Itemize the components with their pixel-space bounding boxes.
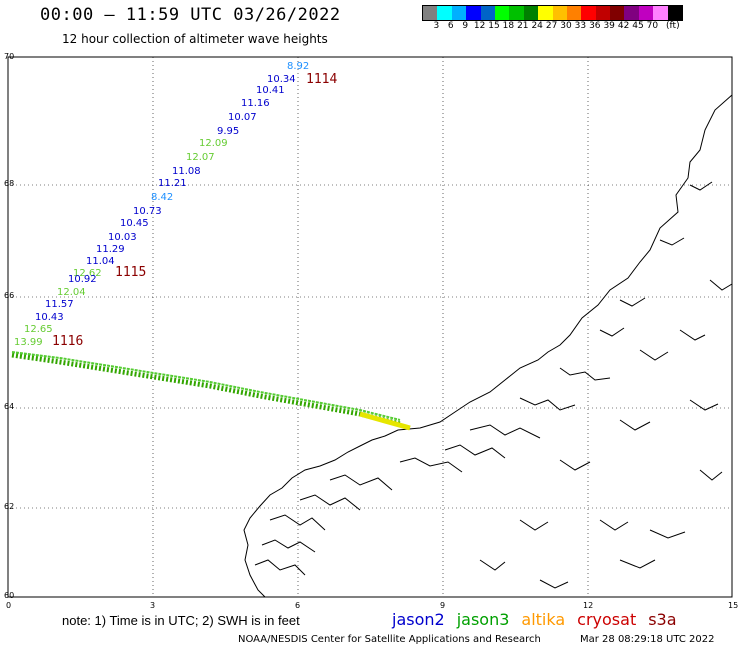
y-tick-label: 64 (4, 402, 15, 411)
wave-height-label: 11.16 (241, 98, 270, 109)
color-scale-swatch (466, 6, 481, 20)
x-tick-label: 6 (295, 601, 301, 610)
x-tick-label: 3 (150, 601, 156, 610)
map-frame (7, 56, 733, 598)
wave-height-label: 10.92 (68, 274, 97, 285)
wave-height-label: 10.07 (228, 112, 257, 123)
x-tick-label: 9 (440, 601, 446, 610)
pass-label-1116: 1116 (52, 334, 83, 349)
generated-timestamp: Mar 28 08:29:18 UTC 2022 (580, 634, 715, 645)
y-tick-label: 66 (4, 291, 15, 300)
color-scale-swatch (581, 6, 596, 20)
wave-height-label: 11.04 (86, 256, 115, 267)
credit-line: NOAA/NESDIS Center for Satellite Applica… (238, 634, 541, 645)
wave-height-label: 12.07 (186, 152, 215, 163)
color-scale-label: 21 (517, 21, 529, 31)
y-tick-label: 62 (4, 502, 15, 511)
color-scale-label: 42 (617, 21, 630, 31)
wave-height-label: 10.45 (120, 218, 149, 229)
x-tick-label: 0 (6, 601, 12, 610)
color-scale-label: 39 (603, 21, 615, 31)
wave-height-label: 12.62 (73, 268, 102, 279)
wave-height-label: 12.65 (24, 324, 53, 335)
color-scale-label: 45 (632, 21, 644, 31)
wave-height-label: 12.04 (57, 287, 86, 298)
color-scale-label: 24 (531, 21, 543, 31)
page-subtitle: 12 hour collection of altimeter wave hei… (62, 32, 328, 46)
x-tick-label: 12 (583, 601, 594, 610)
pass-label-1114: 1114 (306, 72, 337, 87)
color-scale-bar (422, 5, 684, 21)
wave-height-label: 10.43 (35, 312, 64, 323)
x-tick-label: 15 (728, 601, 739, 610)
color-scale-swatch (653, 6, 668, 20)
color-scale-label: 70 (646, 21, 659, 31)
y-tick-label: 60 (4, 591, 15, 600)
y-tick-label: 68 (4, 179, 15, 188)
track-jason3 (11, 351, 411, 431)
track-values: 8.92 10.34 10.41 11.16 10.07 9.95 12.09 … (14, 61, 309, 348)
pass-label-1115: 1115 (115, 265, 146, 280)
color-scale-swatch (480, 6, 495, 20)
color-scale-swatch (595, 6, 611, 20)
color-scale-label: 15 (488, 21, 500, 31)
wave-height-label: 11.21 (158, 178, 187, 189)
color-scale-swatch (566, 6, 582, 20)
color-scale-swatch (509, 6, 524, 20)
legend-item-jason2: jason2 (392, 610, 445, 629)
color-scale-swatch (437, 6, 452, 20)
color-scale-label: 33 (574, 21, 587, 31)
legend-item-s3a: s3a (648, 610, 677, 629)
color-scale-label: 36 (589, 21, 601, 31)
wave-height-label: 10.41 (256, 85, 285, 96)
color-scale-label: 30 (560, 21, 572, 31)
color-scale-label: 27 (545, 21, 558, 31)
color-scale-swatch (423, 6, 438, 20)
wave-height-label: 11.08 (172, 166, 201, 177)
color-scale-swatch (494, 6, 510, 20)
color-scale-swatch (523, 6, 539, 20)
coastline (243, 94, 733, 598)
map-grid (8, 57, 732, 597)
color-scale-label: 12 (473, 21, 486, 31)
wave-height-label: 13.99 (14, 337, 43, 348)
wave-height-label: 8.42 (151, 192, 173, 203)
wave-height-label: 10.34 (267, 74, 296, 85)
page-title: 00:00 – 11:59 UTC 03/26/2022 (40, 5, 341, 25)
wave-height-label: 10.03 (108, 232, 137, 243)
footer-note: note: 1) Time is in UTC; 2) SWH is in fe… (62, 613, 300, 628)
wave-height-label: 8.92 (287, 61, 309, 72)
wave-height-label: 9.95 (217, 126, 239, 137)
color-scale-label: 9 (462, 21, 469, 31)
color-scale-label: 18 (502, 21, 515, 31)
color-scale-swatch (610, 6, 625, 20)
color-scale-label: 6 (447, 21, 454, 31)
color-scale-swatch (624, 6, 639, 20)
wave-height-label: 11.57 (45, 299, 74, 310)
color-scale-swatch (552, 6, 567, 20)
y-tick-label: 70 (4, 52, 15, 61)
wave-height-label: 11.29 (96, 244, 125, 255)
legend-item-cryosat: cryosat (577, 610, 637, 629)
color-scale-swatch (451, 6, 467, 20)
wave-height-label: 10.73 (133, 206, 162, 217)
color-scale-label: 3 (433, 21, 440, 31)
legend-item-altika: altika (521, 610, 566, 629)
wave-height-label: 12.09 (199, 138, 228, 149)
legend-item-jason3: jason3 (456, 610, 510, 629)
color-scale-swatch (667, 6, 683, 20)
color-scale-swatch (638, 6, 654, 20)
color-scale-label: (ft) (666, 21, 680, 31)
color-scale-swatch (538, 6, 553, 20)
satellite-legend: jason2 jason3 altika cryosat s3a (392, 610, 677, 629)
